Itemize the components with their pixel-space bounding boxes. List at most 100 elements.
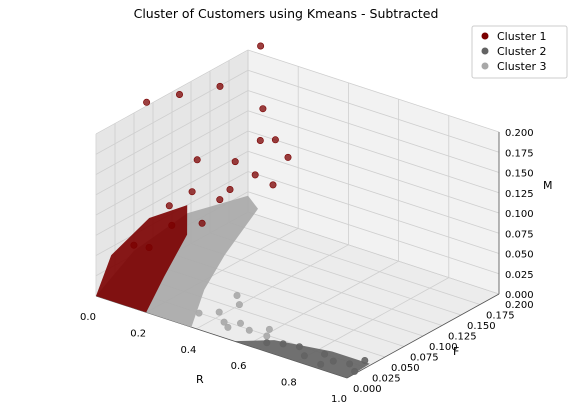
- grid-line-m: [95, 110, 249, 196]
- point-cluster-2: [300, 352, 308, 360]
- grid-line-f: [209, 232, 462, 316]
- point-cluster-3: [235, 301, 243, 309]
- point-cluster-1: [271, 136, 279, 144]
- x-tick-label: 1.0: [331, 394, 347, 405]
- z-tick-label: 0.125: [505, 189, 534, 200]
- point-cluster-1: [176, 91, 184, 99]
- x-tick-label: 0.2: [130, 328, 146, 339]
- cluster-1-mass: [96, 205, 188, 313]
- point-cluster-1: [269, 181, 277, 189]
- point-cluster-3: [233, 291, 241, 299]
- point-cluster-1: [216, 196, 224, 204]
- grid-line-m: [95, 90, 249, 175]
- point-cluster-1: [193, 156, 201, 164]
- y-tick-label: 0.150: [467, 321, 496, 332]
- x-tick-label: 0.8: [281, 378, 297, 389]
- y-tick-label: 0.025: [372, 374, 401, 385]
- point-cluster-3: [224, 323, 232, 331]
- point-cluster-2: [361, 356, 369, 364]
- point-cluster-1: [226, 186, 234, 194]
- grid-line-m: [247, 90, 500, 173]
- z-axis-label: M: [543, 179, 553, 192]
- z-tick-label: 0.025: [505, 270, 534, 281]
- z-tick-label: 0.000: [505, 290, 534, 301]
- point-cluster-3: [237, 319, 245, 327]
- grid-line-m: [95, 150, 249, 236]
- y-tick-label: 0.125: [448, 332, 477, 343]
- point-cluster-1: [256, 137, 264, 145]
- point-cluster-3: [195, 309, 203, 317]
- point-cluster-2: [263, 339, 271, 347]
- legend-label-cluster-3: Cluster 3: [497, 60, 547, 73]
- z-tick-label: 0.200: [505, 128, 534, 139]
- y-tick-label: 0.050: [391, 363, 420, 374]
- legend-label-cluster-2: Cluster 2: [497, 45, 547, 58]
- axis-ticks: 0.00.20.40.60.81.00.0000.0250.0500.0750.…: [80, 128, 534, 405]
- density-clouds: [96, 195, 370, 378]
- point-cluster-2: [295, 343, 303, 351]
- point-cluster-1: [145, 244, 153, 252]
- chart-title: Cluster of Customers using Kmeans - Subt…: [134, 6, 439, 21]
- legend-marker-cluster-2: [481, 47, 489, 55]
- grid-line-m: [247, 110, 500, 194]
- grid-line-m: [247, 150, 500, 234]
- z-tick-label: 0.175: [505, 148, 534, 159]
- point-cluster-1: [216, 82, 224, 90]
- point-cluster-2: [317, 360, 325, 368]
- legend-marker-cluster-3: [481, 62, 489, 70]
- data-points: [130, 42, 369, 375]
- point-cluster-1: [165, 202, 173, 210]
- y-tick-label: 0.000: [353, 384, 382, 395]
- grid-line-m: [95, 49, 249, 135]
- point-cluster-1: [198, 219, 206, 227]
- point-cluster-3: [263, 332, 271, 340]
- point-cluster-3: [265, 325, 273, 333]
- grid-line-m: [247, 191, 500, 275]
- grid-line-m: [247, 130, 500, 214]
- y-axis-label: F: [453, 345, 459, 358]
- point-cluster-1: [257, 42, 265, 50]
- legend: Cluster 1 Cluster 2 Cluster 3: [471, 25, 568, 79]
- y-tick-label: 0.200: [505, 300, 534, 311]
- point-cluster-1: [130, 241, 138, 249]
- legend-marker-cluster-1: [481, 32, 489, 40]
- point-cluster-2: [346, 360, 354, 368]
- x-tick-label: 0.4: [180, 345, 196, 356]
- point-cluster-1: [259, 105, 267, 113]
- x-tick-label: 0.6: [231, 361, 247, 372]
- grid-line-m: [247, 49, 500, 133]
- point-cluster-1: [168, 221, 176, 229]
- grid-line-m: [247, 69, 500, 153]
- point-cluster-1: [284, 153, 292, 161]
- legend-frame: [471, 25, 568, 79]
- y-tick-label: 0.100: [429, 342, 458, 353]
- z-tick-label: 0.150: [505, 169, 534, 180]
- point-cluster-2: [351, 367, 359, 375]
- point-cluster-3: [220, 318, 228, 326]
- x-tick-label: 0.0: [80, 312, 96, 323]
- point-cluster-2: [279, 340, 287, 348]
- y-tick-label: 0.075: [410, 353, 439, 364]
- cluster-2-mass: [234, 340, 370, 378]
- f-axis-line: [346, 293, 500, 379]
- x-axis-label: R: [196, 373, 204, 386]
- grid-line-f: [228, 222, 481, 305]
- grid-line-m: [247, 211, 500, 295]
- point-cluster-1: [251, 171, 259, 179]
- point-cluster-3: [245, 326, 253, 334]
- grid-line-m: [247, 171, 500, 254]
- z-tick-label: 0.050: [505, 250, 534, 261]
- point-cluster-1: [143, 98, 151, 106]
- grid-line-m: [95, 130, 249, 216]
- y-tick-label: 0.175: [486, 311, 515, 322]
- point-cluster-2: [329, 357, 337, 365]
- z-tick-label: 0.100: [505, 209, 534, 220]
- legend-label-cluster-1: Cluster 1: [497, 30, 547, 43]
- point-cluster-1: [231, 158, 239, 166]
- point-cluster-3: [215, 308, 223, 316]
- grid-line-f: [190, 243, 443, 326]
- point-cluster-1: [188, 188, 196, 196]
- point-cluster-2: [321, 350, 329, 358]
- z-tick-label: 0.075: [505, 229, 534, 240]
